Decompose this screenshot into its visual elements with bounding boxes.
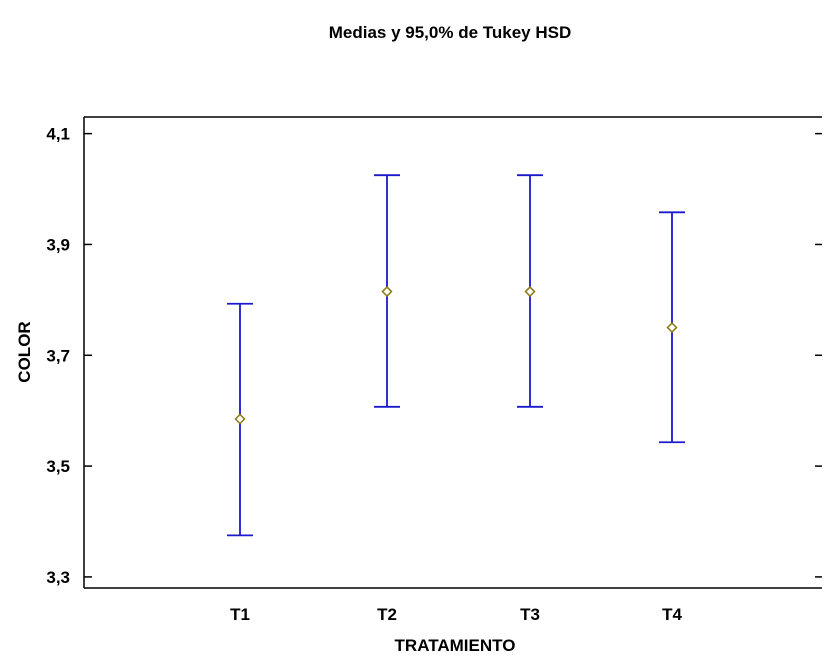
- x-tick-label: T2: [377, 605, 397, 624]
- mean-marker: [234, 413, 246, 425]
- plot-frame: [83, 116, 822, 589]
- x-tick-label: T1: [230, 605, 250, 624]
- y-tick-label: 3,9: [46, 235, 70, 254]
- x-axis: T1 T2 T3 T4: [230, 605, 682, 624]
- y-axis: 3,3 3,5 3,7 3,9 4,1: [46, 125, 822, 587]
- mean-marker: [524, 285, 536, 298]
- mean-marker: [666, 322, 678, 334]
- mean-marker: [381, 285, 393, 298]
- y-tick-label: 3,7: [46, 346, 70, 365]
- x-tick-label: T3: [520, 605, 540, 624]
- y-tick-label: 3,3: [46, 568, 70, 587]
- series-marks: [227, 174, 685, 537]
- y-tick-label: 4,1: [46, 125, 70, 144]
- error-bar-t3: [517, 174, 543, 408]
- y-axis-label: COLOR: [15, 321, 34, 382]
- y-tick-label: 3,5: [46, 457, 70, 476]
- error-bar-t2: [374, 174, 400, 408]
- x-axis-label: TRATAMIENTO: [395, 636, 516, 655]
- x-tick-label: T4: [662, 605, 682, 624]
- chart-title: Medias y 95,0% de Tukey HSD: [329, 23, 572, 42]
- error-bar-t1: [227, 302, 253, 537]
- error-bar-t4: [659, 211, 685, 444]
